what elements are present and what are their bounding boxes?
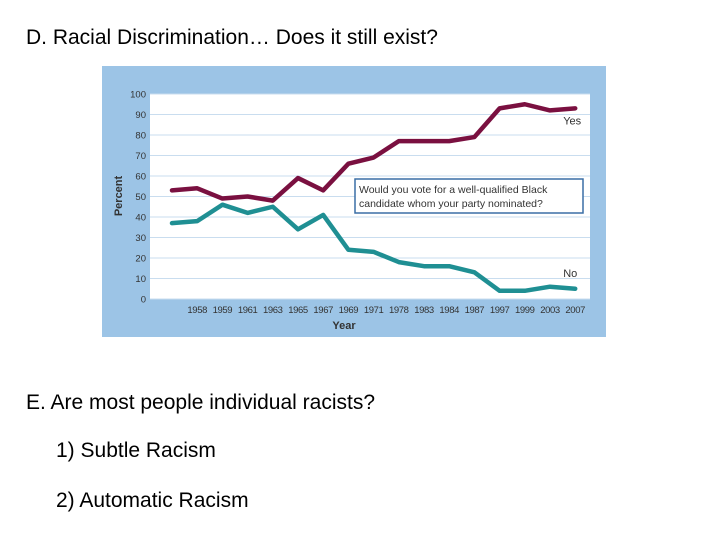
y-tick-label: 10 — [135, 274, 146, 285]
series-labels: Yes No — [563, 115, 581, 279]
y-axis-label: Percent — [113, 175, 125, 216]
x-tick-label: 1997 — [490, 305, 510, 316]
x-tick-labels: 1958 1959 1961 1963 1965 1967 1969 1971 1978 1983… — [187, 305, 585, 316]
y-tick-label: 90 — [135, 110, 146, 121]
x-axis-label: Year — [332, 320, 356, 332]
y-tick-label: 40 — [135, 213, 146, 224]
x-tick-label: 1959 — [213, 305, 233, 316]
y-tick-label: 80 — [135, 131, 146, 142]
x-tick-label: 1987 — [465, 305, 485, 316]
x-tick-label: 1999 — [515, 305, 535, 316]
series-line-yes — [169, 102, 578, 203]
annotation-box — [354, 178, 584, 214]
x-tick-label: 1967 — [313, 305, 333, 316]
y-tick-label: 100 — [130, 90, 146, 101]
x-tick-label: 1961 — [238, 305, 258, 316]
x-tick-label: 1983 — [414, 305, 434, 316]
x-tick-label: 1969 — [339, 305, 359, 316]
y-tick-labels: 0 10 20 30 40 50 60 70 80 90 100 — [130, 90, 146, 306]
x-tick-label: 1963 — [263, 305, 283, 316]
y-tick-label: 0 — [141, 295, 146, 306]
annotation-text-line-1: Would you vote for a well-qualified Blac… — [359, 184, 548, 196]
x-tick-label: 1958 — [187, 305, 207, 316]
y-tick-label: 30 — [135, 233, 146, 244]
x-tick-label: 1984 — [439, 305, 459, 316]
y-tick-label: 50 — [135, 192, 146, 203]
x-tick-label: 1971 — [364, 305, 384, 316]
y-tick-label: 70 — [135, 151, 146, 162]
x-tick-label: 2007 — [565, 305, 585, 316]
question-annotation: Would you vote for a well-qualified Blac… — [354, 178, 584, 214]
y-tick-label: 60 — [135, 172, 146, 183]
list-item-subtle-racism: 1) Subtle Racism — [56, 439, 216, 462]
series-label-yes: Yes — [563, 115, 581, 127]
y-tick-label: 20 — [135, 254, 146, 265]
x-tick-label: 2003 — [540, 305, 560, 316]
series-lines — [169, 102, 578, 294]
slide-heading-d: D. Racial Discrimination… Does it still … — [26, 26, 438, 49]
list-item-automatic-racism: 2) Automatic Racism — [56, 489, 249, 512]
x-tick-label: 1965 — [288, 305, 308, 316]
annotation-text-line-2: candidate whom your party nominated? — [359, 198, 543, 210]
slide-heading-e: E. Are most people individual racists? — [26, 391, 376, 414]
series-label-no: No — [563, 268, 577, 280]
x-tick-label: 1978 — [389, 305, 409, 316]
series-line-no — [169, 202, 578, 294]
